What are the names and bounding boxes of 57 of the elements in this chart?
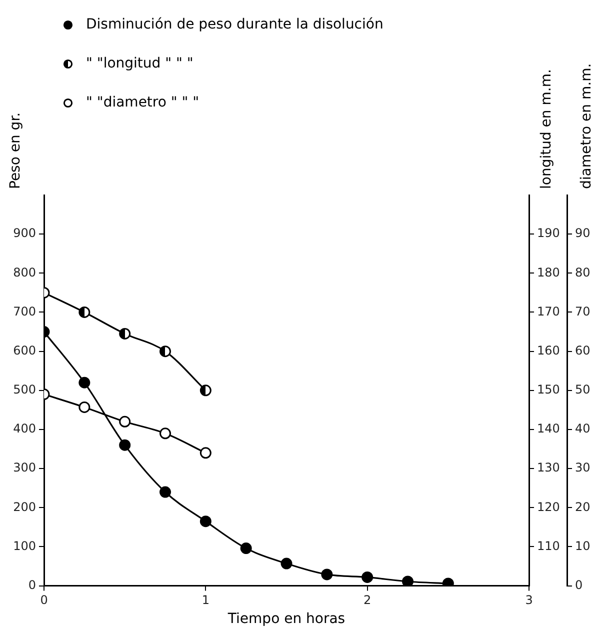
y-tick-label: 200 xyxy=(13,500,36,514)
point xyxy=(200,516,212,528)
point xyxy=(240,542,252,554)
point xyxy=(160,486,171,498)
point xyxy=(362,571,374,583)
point xyxy=(160,428,171,440)
y3-tick-label: 0 xyxy=(575,578,583,592)
y3-tick-label: 20 xyxy=(575,500,590,514)
y2-axis-title: longitud en m.m. xyxy=(538,69,555,189)
x-tick-label: 2 xyxy=(364,593,372,608)
x-tick-label: 1 xyxy=(202,593,210,608)
y3-tick-label: 90 xyxy=(575,226,590,240)
y3-tick-label: 50 xyxy=(575,382,590,397)
y3-tick-label: 70 xyxy=(575,304,590,318)
y2-tick-label: 170 xyxy=(537,304,560,318)
y2-tick-label: 150 xyxy=(537,382,560,397)
point xyxy=(119,328,131,340)
y2-tick-label: 160 xyxy=(537,343,560,358)
y-axis-title: Peso en gr. xyxy=(8,112,24,189)
point xyxy=(200,447,212,459)
y2-tick-label: 190 xyxy=(537,226,560,240)
y3-tick-label: 60 xyxy=(575,343,590,358)
y2-tick-label: 180 xyxy=(537,265,560,280)
point xyxy=(78,306,90,318)
x-tick-label: 3 xyxy=(525,593,533,608)
y2-tick-label: 110 xyxy=(537,538,560,553)
point xyxy=(119,439,131,451)
y3-axis-title: diametro en m.m. xyxy=(578,63,595,189)
y-tick-label: 700 xyxy=(13,304,36,318)
point xyxy=(402,576,414,586)
y3-tick-label: 80 xyxy=(575,265,590,280)
x-axis-title: Tiempo en horas xyxy=(226,611,346,628)
y-tick-label: 0 xyxy=(28,578,36,592)
y3-tick-label: 40 xyxy=(575,422,590,436)
x-tick-label: 0 xyxy=(40,593,48,608)
point xyxy=(200,384,212,396)
point xyxy=(119,416,131,428)
y-tick-label: 900 xyxy=(13,226,36,240)
y3-tick-label: 10 xyxy=(575,538,590,553)
y-tick-label: 800 xyxy=(13,265,36,280)
point xyxy=(160,346,171,358)
point xyxy=(78,401,90,413)
legend-label: " "diametro " " " xyxy=(86,94,200,111)
y-tick-label: 400 xyxy=(13,422,36,436)
y2-tick-label: 140 xyxy=(537,422,560,436)
legend-label: Disminución de peso durante la disolución xyxy=(86,16,384,33)
y-tick-label: 600 xyxy=(13,343,36,358)
y-tick-label: 300 xyxy=(13,460,36,475)
y3-tick-label: 30 xyxy=(575,460,590,475)
y2-tick-label: 130 xyxy=(537,460,560,475)
y2-tick-label: 120 xyxy=(537,500,560,514)
y-tick-label: 500 xyxy=(13,382,36,397)
point xyxy=(280,558,292,570)
point xyxy=(321,568,333,580)
y-tick-label: 100 xyxy=(13,538,36,553)
point xyxy=(78,376,90,388)
legend-label: " "longitud " " " xyxy=(86,56,194,72)
